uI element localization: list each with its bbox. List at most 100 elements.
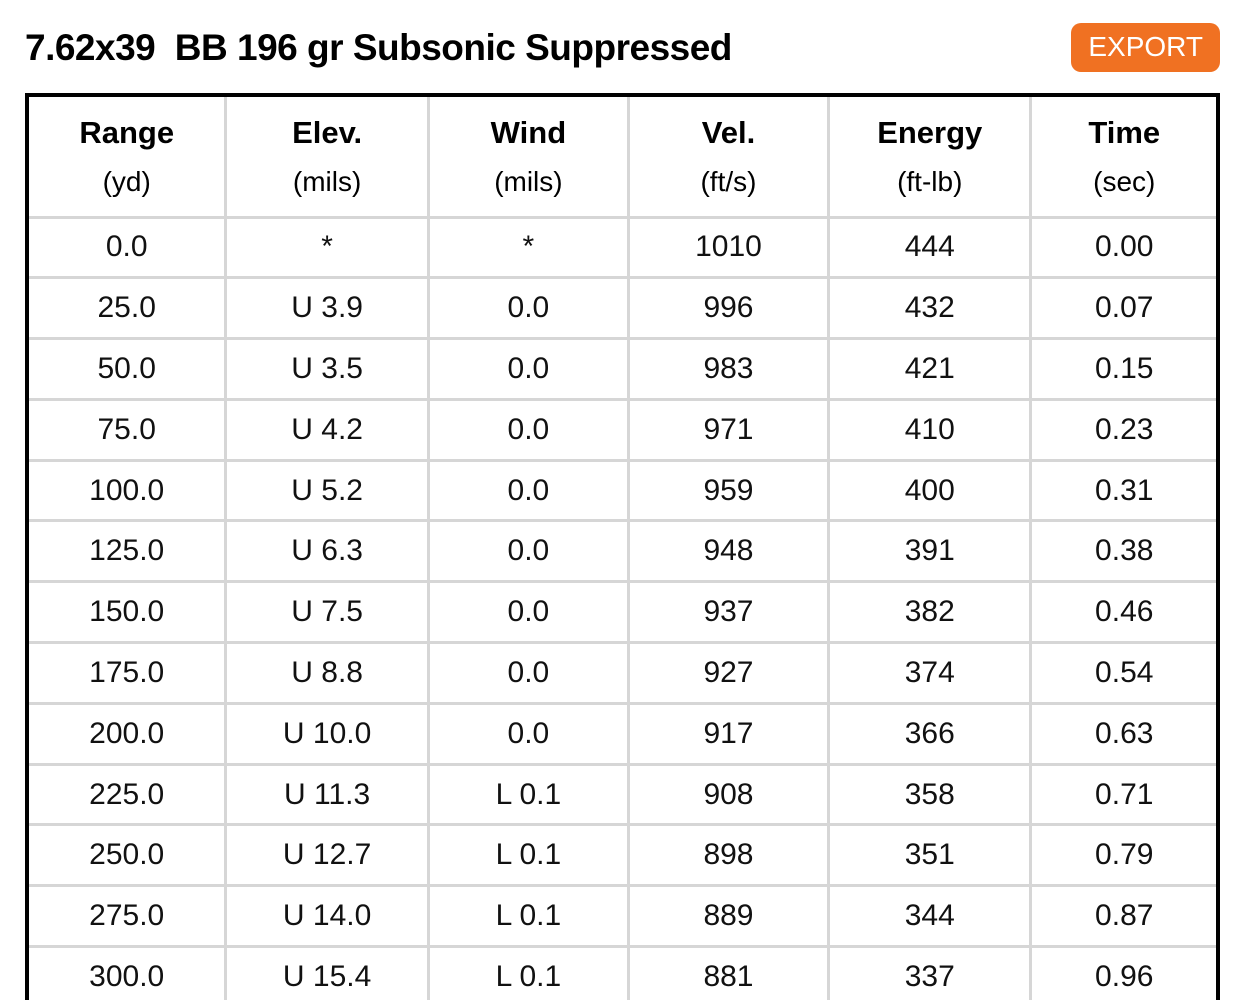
cell-elev: * <box>224 215 430 280</box>
cell-vel: 948 <box>626 519 831 584</box>
cell-time: 0.54 <box>1029 641 1220 705</box>
column-header-time: Time (sec) <box>1029 93 1220 219</box>
cell-vel: 983 <box>626 337 831 401</box>
table-row: 300.0 U 15.4 L 0.1 881 337 0.96 <box>25 945 1220 1000</box>
cell-elev: U 6.3 <box>224 519 430 584</box>
page-title: 7.62x39 BB 196 gr Subsonic Suppressed <box>25 26 732 68</box>
cell-wind: * <box>426 215 630 280</box>
cell-wind: 0.0 <box>426 519 630 584</box>
cell-elev: U 4.2 <box>224 397 430 462</box>
cell-wind: L 0.1 <box>426 945 630 1000</box>
cell-vel: 971 <box>626 397 831 462</box>
cell-energy: 366 <box>827 701 1033 766</box>
top-bar: 7.62x39 BB 196 gr Subsonic Suppressed EX… <box>25 0 1220 93</box>
cell-wind: 0.0 <box>426 458 630 523</box>
table-row: 25.0 U 3.9 0.0 996 432 0.07 <box>25 276 1220 341</box>
cell-energy: 421 <box>827 337 1033 401</box>
cell-elev: U 3.9 <box>224 276 430 341</box>
cell-wind: 0.0 <box>426 397 630 462</box>
column-unit: (sec) <box>1093 165 1156 197</box>
cell-energy: 382 <box>827 580 1033 645</box>
table-row: 50.0 U 3.5 0.0 983 421 0.15 <box>25 337 1220 401</box>
cell-energy: 400 <box>827 458 1033 523</box>
table-row: 125.0 U 6.3 0.0 948 391 0.38 <box>25 519 1220 584</box>
table-row: 175.0 U 8.8 0.0 927 374 0.54 <box>25 641 1220 705</box>
cell-time: 0.00 <box>1029 215 1220 280</box>
cell-energy: 351 <box>827 823 1033 888</box>
cell-range: 0.0 <box>25 215 228 280</box>
column-label: Elev. <box>292 114 363 150</box>
column-label: Wind <box>490 114 567 150</box>
cell-vel: 996 <box>626 276 831 341</box>
cell-time: 0.23 <box>1029 397 1220 462</box>
cell-wind: 0.0 <box>426 337 630 401</box>
cell-range: 150.0 <box>25 580 228 645</box>
cell-range: 75.0 <box>25 397 228 462</box>
cell-elev: U 15.4 <box>224 945 430 1000</box>
cell-elev: U 3.5 <box>224 337 430 401</box>
cell-energy: 337 <box>827 945 1033 1000</box>
export-button[interactable]: EXPORT <box>1071 23 1220 72</box>
cell-time: 0.87 <box>1029 884 1220 949</box>
cell-elev: U 11.3 <box>224 762 430 827</box>
cell-vel: 959 <box>626 458 831 523</box>
cell-elev: U 12.7 <box>224 823 430 888</box>
table-row: 75.0 U 4.2 0.0 971 410 0.23 <box>25 397 1220 462</box>
cell-energy: 391 <box>827 519 1033 584</box>
column-label: Energy <box>877 114 983 150</box>
cell-time: 0.31 <box>1029 458 1220 523</box>
cell-range: 125.0 <box>25 519 228 584</box>
cell-vel: 1010 <box>626 215 831 280</box>
cell-energy: 410 <box>827 397 1033 462</box>
cell-wind: L 0.1 <box>426 762 630 827</box>
cell-energy: 432 <box>827 276 1033 341</box>
cell-range: 100.0 <box>25 458 228 523</box>
column-header-range: Range (yd) <box>25 93 228 219</box>
column-unit: (ft-lb) <box>897 165 963 197</box>
cell-range: 50.0 <box>25 337 228 401</box>
cell-vel: 937 <box>626 580 831 645</box>
cell-range: 175.0 <box>25 641 228 705</box>
cell-range: 300.0 <box>25 945 228 1000</box>
cell-elev: U 7.5 <box>224 580 430 645</box>
cell-vel: 917 <box>626 701 831 766</box>
cell-range: 250.0 <box>25 823 228 888</box>
table-row: 225.0 U 11.3 L 0.1 908 358 0.71 <box>25 762 1220 827</box>
header-row: Range (yd) Elev. (mils) Wind (mils) Vel.… <box>25 93 1220 219</box>
cell-time: 0.63 <box>1029 701 1220 766</box>
cell-elev: U 8.8 <box>224 641 430 705</box>
cell-wind: L 0.1 <box>426 823 630 888</box>
cell-time: 0.71 <box>1029 762 1220 827</box>
table-row: 200.0 U 10.0 0.0 917 366 0.63 <box>25 701 1220 766</box>
cell-energy: 358 <box>827 762 1033 827</box>
cell-time: 0.96 <box>1029 945 1220 1000</box>
cell-range: 225.0 <box>25 762 228 827</box>
cell-energy: 374 <box>827 641 1033 705</box>
cell-elev: U 5.2 <box>224 458 430 523</box>
cell-wind: 0.0 <box>426 276 630 341</box>
cell-range: 275.0 <box>25 884 228 949</box>
cell-elev: U 10.0 <box>224 701 430 766</box>
column-header-energy: Energy (ft-lb) <box>827 93 1033 219</box>
cell-range: 200.0 <box>25 701 228 766</box>
cell-vel: 908 <box>626 762 831 827</box>
table-row: 275.0 U 14.0 L 0.1 889 344 0.87 <box>25 884 1220 949</box>
column-header-wind: Wind (mils) <box>426 93 630 219</box>
column-label: Range <box>79 114 175 150</box>
cell-vel: 927 <box>626 641 831 705</box>
cell-time: 0.15 <box>1029 337 1220 401</box>
cell-elev: U 14.0 <box>224 884 430 949</box>
table-header: Range (yd) Elev. (mils) Wind (mils) Vel.… <box>25 93 1220 219</box>
cell-time: 0.38 <box>1029 519 1220 584</box>
cell-wind: 0.0 <box>426 580 630 645</box>
cell-vel: 898 <box>626 823 831 888</box>
cell-vel: 881 <box>626 945 831 1000</box>
cell-energy: 444 <box>827 215 1033 280</box>
table-row: 150.0 U 7.5 0.0 937 382 0.46 <box>25 580 1220 645</box>
column-header-elev: Elev. (mils) <box>224 93 430 219</box>
column-label: Vel. <box>701 114 756 150</box>
table-body: 0.0 * * 1010 444 0.00 25.0 U 3.9 0.0 996… <box>25 215 1220 1000</box>
cell-time: 0.79 <box>1029 823 1220 888</box>
column-unit: (mils) <box>494 165 563 197</box>
